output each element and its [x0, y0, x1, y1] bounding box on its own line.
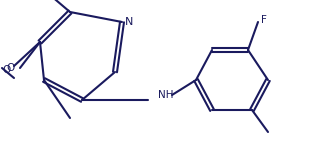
Text: O: O	[2, 65, 10, 75]
Text: F: F	[261, 15, 267, 25]
Text: O: O	[6, 63, 14, 73]
Text: NH: NH	[158, 90, 174, 100]
Text: N: N	[125, 17, 133, 27]
